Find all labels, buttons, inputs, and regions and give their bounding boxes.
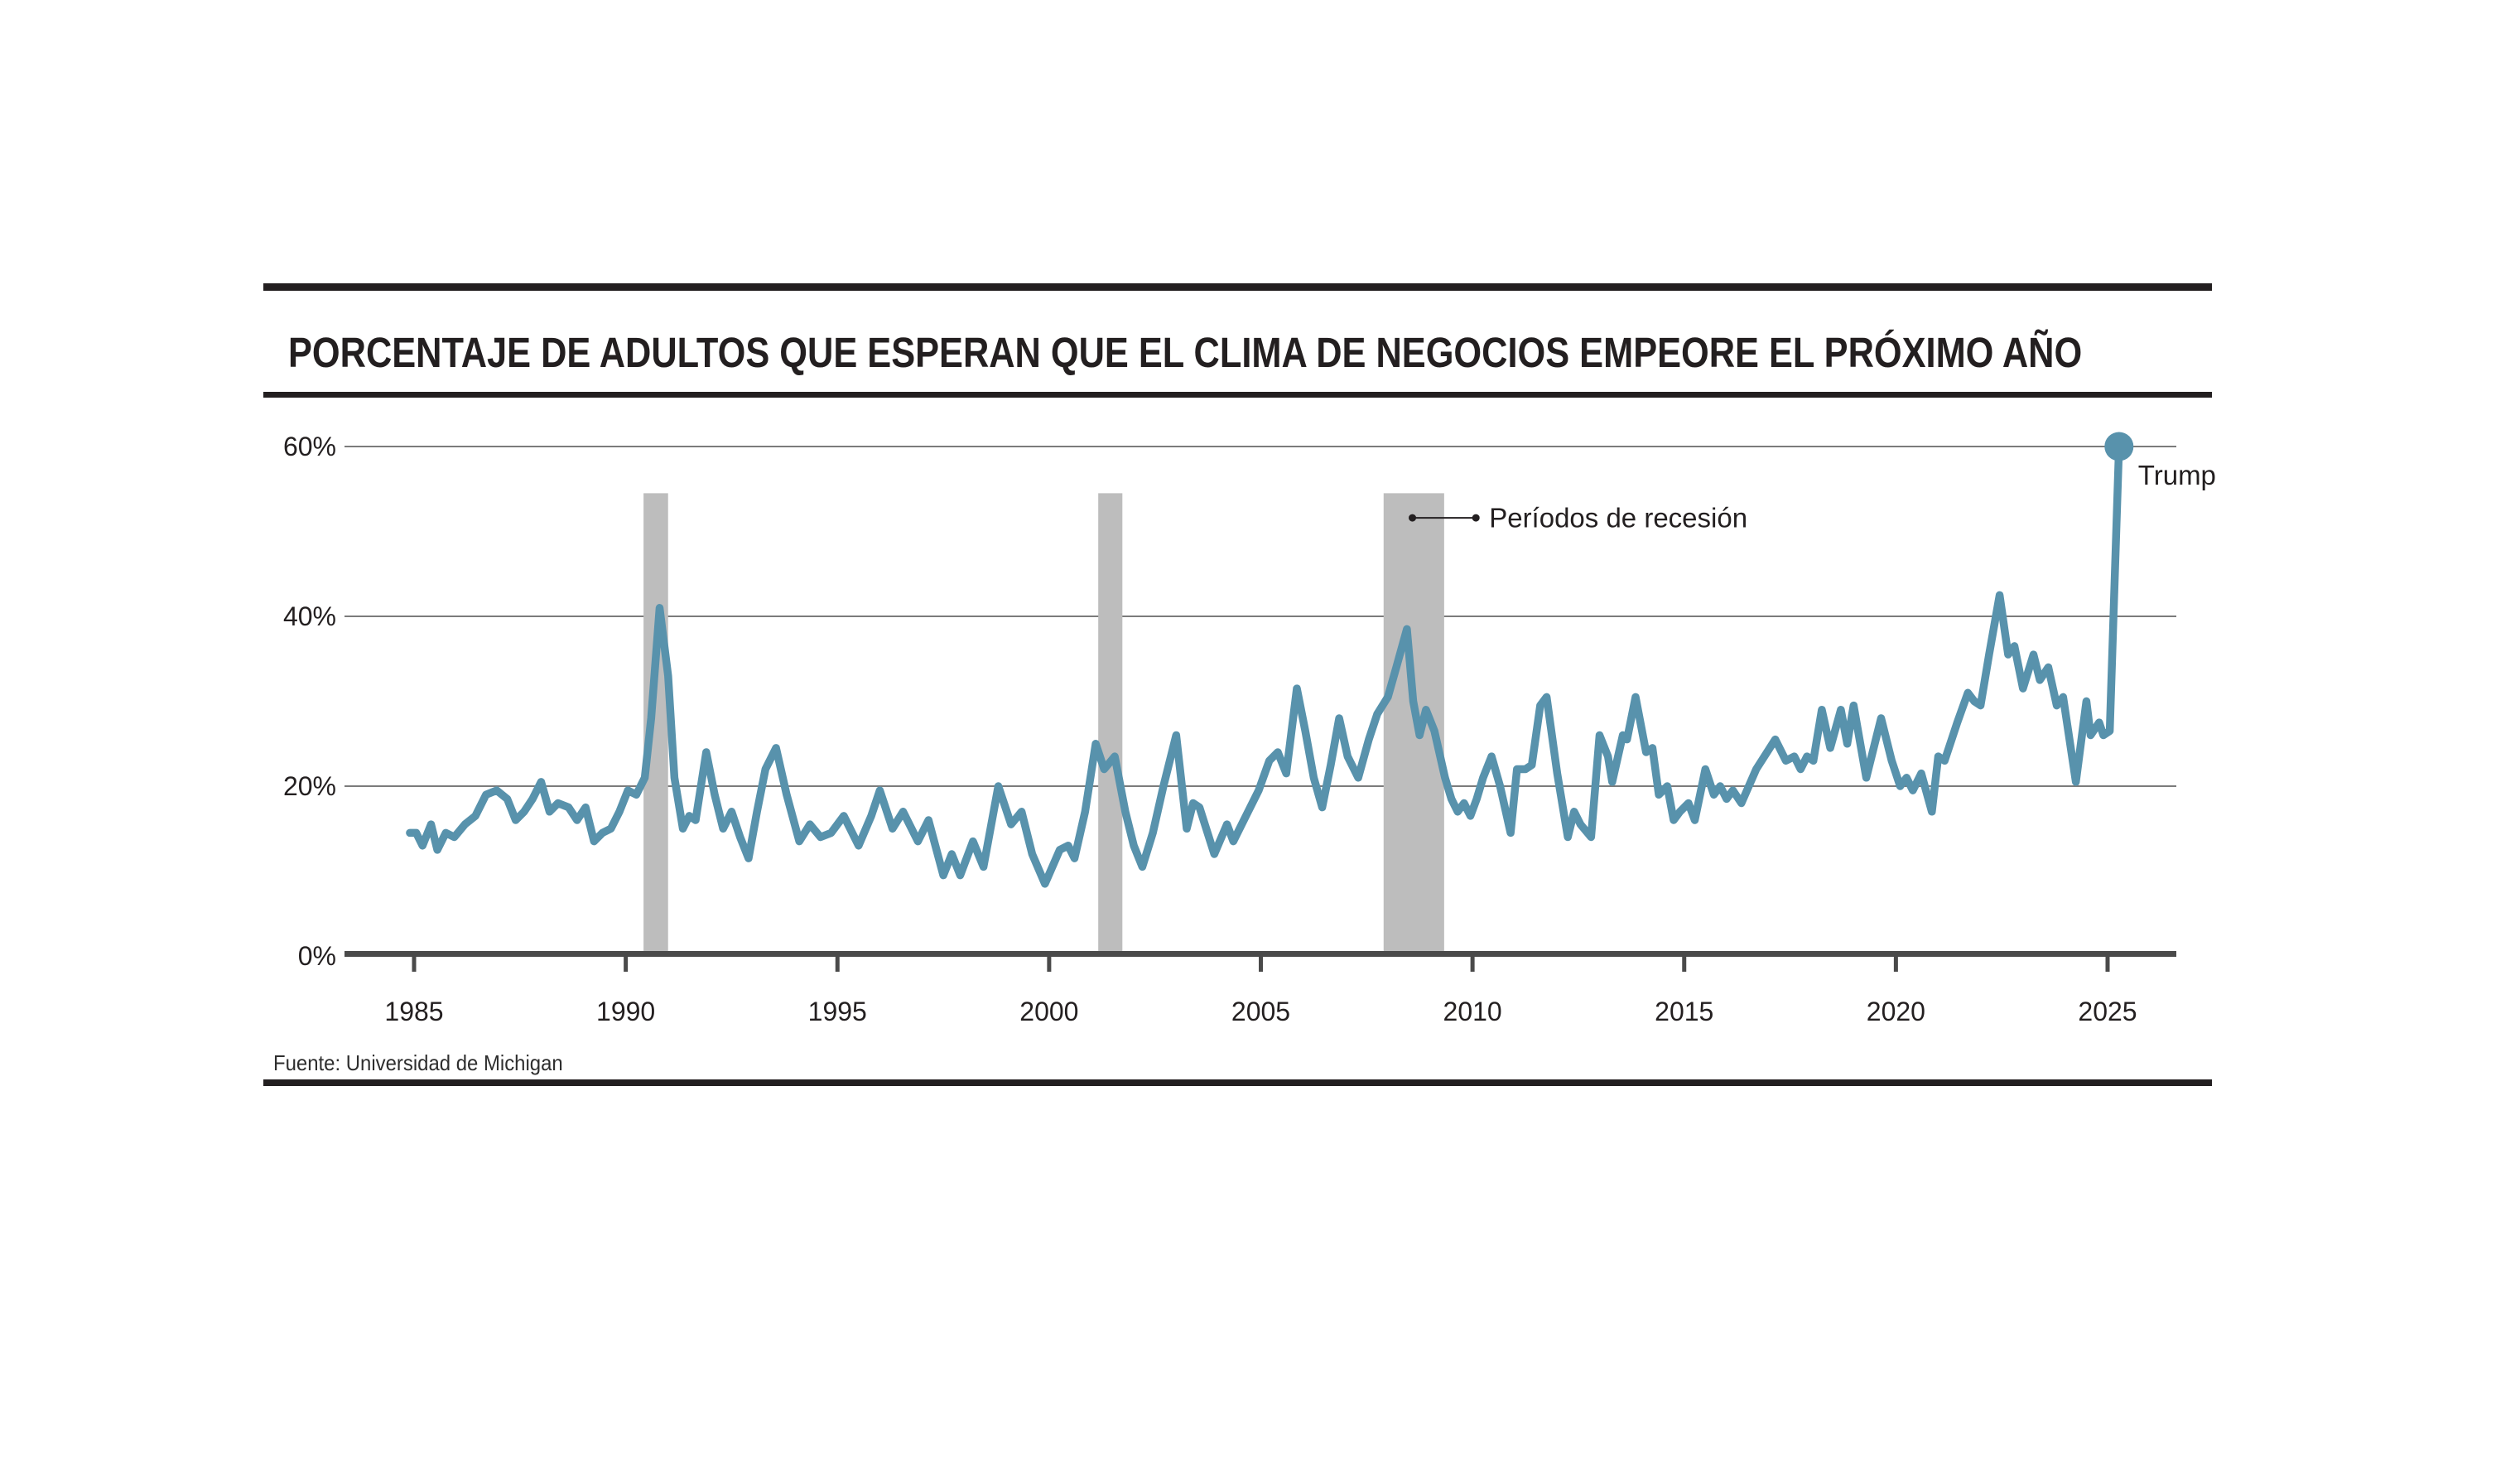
- source-note: Fuente: Universidad de Michigan: [273, 1050, 563, 1075]
- x-tick-label-2015: 2015: [1655, 997, 1713, 1026]
- y-tick-label-0%: 0%: [298, 941, 336, 971]
- x-tick-1985: [412, 957, 417, 972]
- y-tick-label-20%: 20%: [283, 771, 336, 801]
- x-tick-label-2000: 2000: [1019, 997, 1078, 1026]
- x-tick-label-1985: 1985: [384, 997, 443, 1026]
- x-tick-2005: [1259, 957, 1263, 972]
- recession-callout-dot-right: [1472, 514, 1480, 522]
- x-tick-label-2010: 2010: [1443, 997, 1502, 1026]
- x-axis-baseline: [345, 951, 2176, 957]
- endpoint-label: Trump: [2138, 460, 2216, 490]
- x-tick-2000: [1047, 957, 1052, 972]
- recession-band-2: [1098, 493, 1123, 951]
- x-tick-label-1995: 1995: [808, 997, 867, 1026]
- title-divider-rule: [263, 392, 2212, 398]
- recession-callout-dot-left: [1409, 514, 1417, 522]
- y-tick-label-40%: 40%: [283, 601, 336, 631]
- x-tick-2020: [1893, 957, 1898, 972]
- x-tick-label-2025: 2025: [2078, 997, 2137, 1026]
- x-tick-label-1990: 1990: [596, 997, 655, 1026]
- bottom-rule: [263, 1079, 2212, 1086]
- x-tick-1990: [624, 957, 629, 972]
- x-tick-2010: [1470, 957, 1475, 972]
- series-line-porcentaje: [406, 442, 2123, 888]
- chart-title: PORCENTAJE DE ADULTOS QUE ESPERAN QUE EL…: [288, 329, 2083, 376]
- x-tick-label-2005: 2005: [1231, 997, 1290, 1026]
- x-tick-1995: [835, 957, 840, 972]
- recession-callout-label: Períodos de recesión: [1489, 503, 1747, 533]
- x-tick-label-2020: 2020: [1867, 997, 1925, 1026]
- y-tick-label-60%: 60%: [283, 432, 336, 461]
- endpoint-dot: [2104, 432, 2134, 461]
- x-tick-2025: [2105, 957, 2110, 972]
- x-tick-2015: [1682, 957, 1687, 972]
- top-rule: [263, 283, 2212, 291]
